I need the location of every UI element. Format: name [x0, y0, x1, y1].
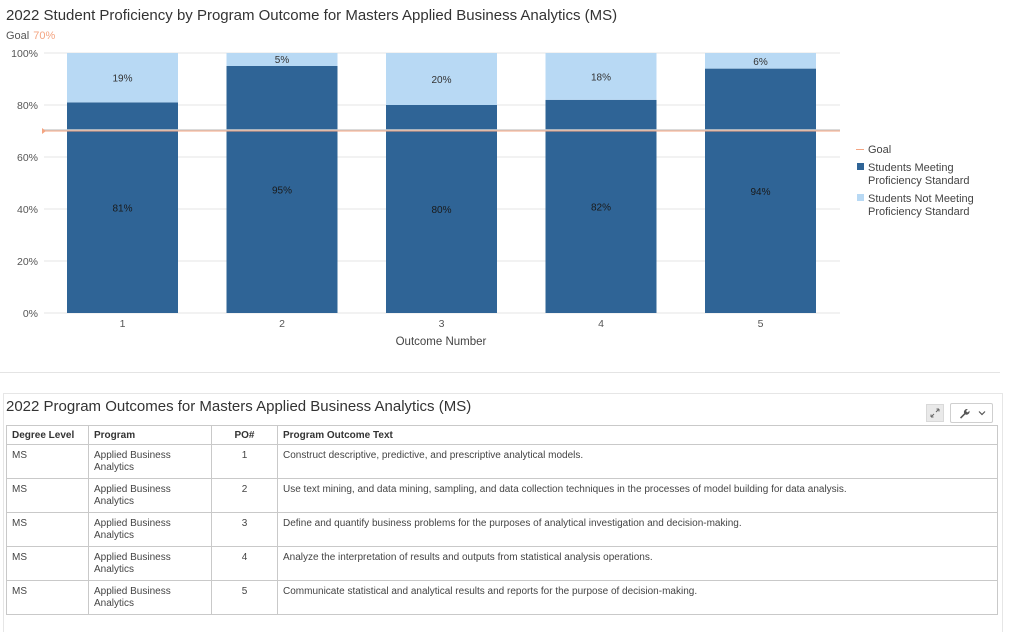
legend-label: Proficiency Standard [868, 175, 970, 187]
outcomes-table: Degree Level Program PO# Program Outcome… [6, 425, 998, 615]
data-label-not-meeting: 20% [431, 75, 451, 86]
outcomes-panel [3, 393, 1003, 632]
table-row: MS Applied Business Analytics 1 Construc… [6, 444, 998, 479]
header-outcome-text[interactable]: Program Outcome Text [277, 425, 998, 445]
table-row: MS Applied Business Analytics 5 Communic… [6, 580, 998, 615]
cell-degree-level: MS [6, 546, 89, 581]
chart-title: 2022 Student Proficiency by Program Outc… [6, 7, 618, 24]
x-axis-title: Outcome Number [396, 336, 487, 348]
bar-not-meeting [67, 53, 178, 103]
goal-indicator: Goal 70% [6, 30, 55, 42]
bar-not-meeting [705, 53, 816, 69]
table-title: 2022 Program Outcomes for Masters Applie… [6, 398, 472, 415]
header-degree-level[interactable]: Degree Level [6, 425, 89, 445]
bar-meeting [386, 105, 497, 313]
cell-program: Applied Business Analytics [88, 546, 212, 581]
cell-outcome-text: Define and quantify business problems fo… [277, 512, 998, 547]
header-program[interactable]: Program [88, 425, 212, 445]
x-tick-label: 2 [279, 318, 285, 330]
y-tick-label: 80% [17, 100, 38, 112]
wrench-icon [959, 409, 970, 419]
legend-label: Students Meeting [868, 162, 954, 174]
bar-meeting [67, 102, 178, 314]
header-po-number[interactable]: PO# [211, 425, 278, 445]
settings-menu-button[interactable] [950, 403, 993, 423]
goal-label: Goal [6, 30, 30, 42]
cell-po-number: 2 [211, 478, 278, 513]
cell-program: Applied Business Analytics [88, 478, 212, 513]
legend-label: Proficiency Standard [868, 206, 970, 218]
data-label-not-meeting: 5% [275, 55, 290, 66]
cell-degree-level: MS [6, 580, 89, 615]
bar-not-meeting [226, 53, 338, 66]
bar-meeting [705, 68, 816, 313]
cell-program: Applied Business Analytics [88, 580, 212, 615]
x-tick-label: 4 [598, 318, 604, 330]
bar-not-meeting [386, 53, 497, 105]
cell-po-number: 1 [211, 444, 278, 479]
goal-value: 70% [33, 30, 56, 42]
y-tick-label: 20% [17, 256, 38, 268]
legend-swatch [857, 194, 864, 201]
table-header-row: Degree Level Program PO# Program Outcome… [6, 425, 998, 445]
legend-swatch [857, 163, 864, 170]
table-row: MS Applied Business Analytics 2 Use text… [6, 478, 998, 513]
section-divider [0, 372, 1000, 373]
data-label-not-meeting: 6% [753, 57, 768, 68]
table-row: MS Applied Business Analytics 3 Define a… [6, 512, 998, 547]
x-tick-label: 5 [758, 318, 764, 330]
data-label-meeting: 95% [272, 186, 292, 197]
y-tick-label: 60% [17, 152, 38, 164]
x-tick-label: 1 [120, 318, 126, 330]
data-label-meeting: 81% [112, 204, 132, 215]
goal-marker [42, 128, 46, 134]
y-tick-label: 40% [17, 204, 38, 216]
data-label-meeting: 94% [750, 187, 770, 198]
proficiency-chart: 0% 20% 40% 60% 80% 100% 81% 19% 1 95% 5% 2 80% 20% 3 82… [11, 48, 974, 348]
bar-not-meeting [545, 53, 657, 100]
data-label-not-meeting: 18% [591, 72, 611, 83]
cell-po-number: 4 [211, 546, 278, 581]
x-tick-label: 3 [439, 318, 445, 330]
bar-meeting [545, 99, 657, 313]
chevron-down-icon [978, 411, 985, 416]
y-tick-label: 100% [11, 48, 38, 60]
legend-label: Students Not Meeting [868, 193, 974, 205]
cell-outcome-text: Use text mining, and data mining, sampli… [277, 478, 998, 513]
cell-degree-level: MS [6, 478, 89, 513]
expand-button[interactable] [926, 404, 944, 422]
data-label-not-meeting: 19% [112, 74, 132, 85]
data-label-meeting: 82% [591, 202, 611, 213]
cell-program: Applied Business Analytics [88, 512, 212, 547]
cell-outcome-text: Construct descriptive, predictive, and p… [277, 444, 998, 479]
y-tick-label: 0% [23, 308, 38, 320]
cell-po-number: 5 [211, 580, 278, 615]
expand-icon [930, 408, 940, 418]
cell-outcome-text: Analyze the interpretation of results an… [277, 546, 998, 581]
bar-meeting [226, 66, 338, 313]
table-row: MS Applied Business Analytics 4 Analyze … [6, 546, 998, 581]
legend-label: Goal [868, 144, 891, 156]
data-label-meeting: 80% [431, 205, 451, 216]
cell-degree-level: MS [6, 444, 89, 479]
cell-degree-level: MS [6, 512, 89, 547]
cell-outcome-text: Communicate statistical and analytical r… [277, 580, 998, 615]
cell-program: Applied Business Analytics [88, 444, 212, 479]
cell-po-number: 3 [211, 512, 278, 547]
